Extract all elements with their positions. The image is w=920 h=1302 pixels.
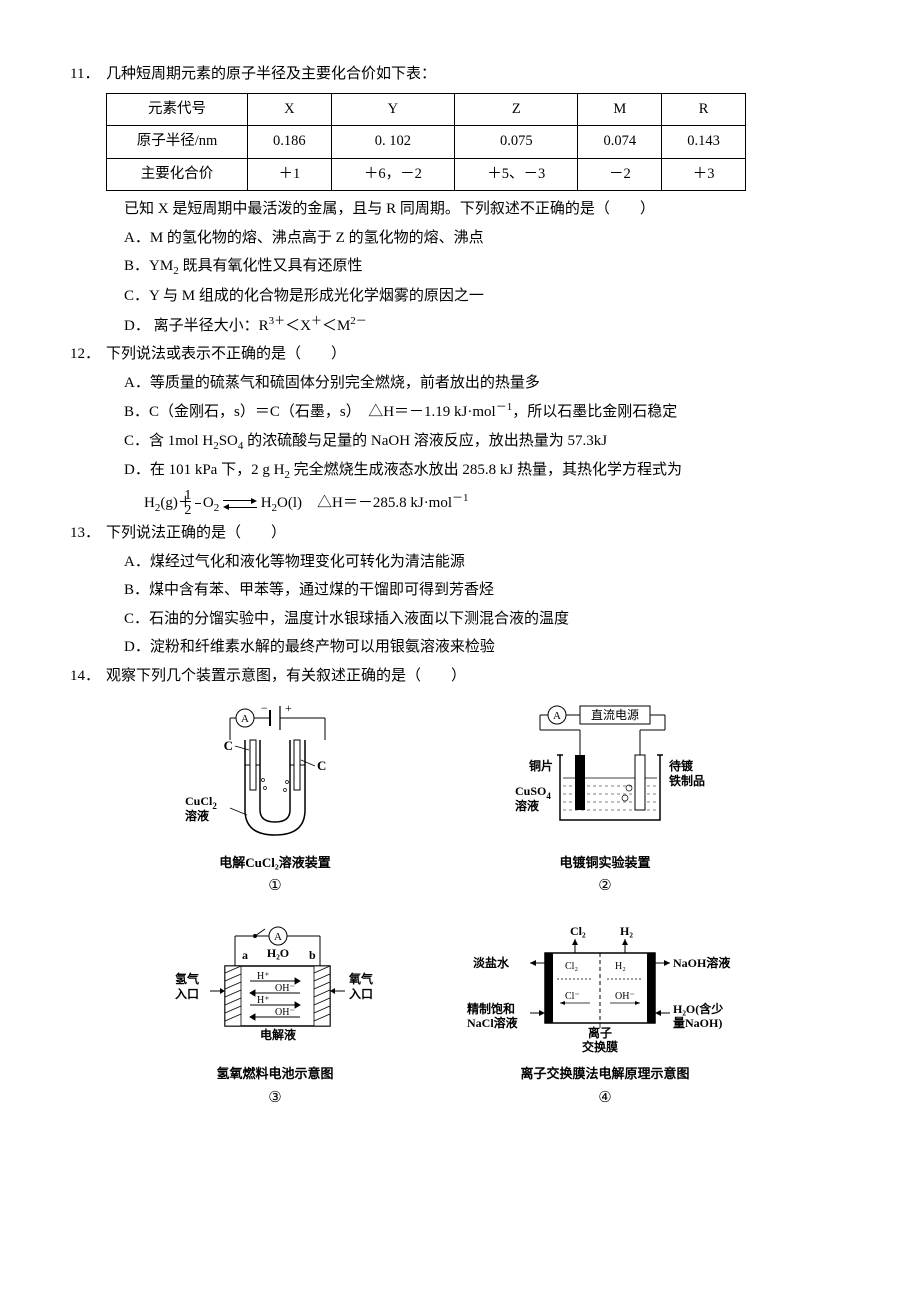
svg-text:溶液: 溶液 [185,808,209,823]
table-row: 元素代号 X Y Z M R [107,93,746,126]
option-A: A．煤经过气化和液化等物理变化可转化为清洁能源 [124,548,850,577]
option-B: B．煤中含有苯、甲苯等，通过煤的干馏即可得到芳香烃 [124,576,850,605]
svg-text:b: b [309,948,316,962]
svg-text:Cl₂: Cl₂ [570,924,586,938]
svg-text:量NaOH): 量NaOH) [673,1016,722,1030]
option-B: B．YM2 既具有氧化性又具有还原性 [124,252,850,282]
svg-text:铜片: 铜片 [529,758,553,773]
svg-text:−: − [261,701,268,715]
diagram-1: − + A C C [130,700,420,897]
svg-text:H₂O(含少: H₂O(含少 [673,1001,723,1016]
q13-stem: 下列说法正确的是（ ） [106,519,850,548]
q11-stem: 几种短周期元素的原子半径及主要化合价如下表： [106,60,850,89]
question-11: 11． 几种短周期元素的原子半径及主要化合价如下表： 元素代号 X Y Z M … [70,60,850,340]
svg-text:OH⁻: OH⁻ [275,983,295,994]
table-row: 原子半径/nm 0.186 0. 102 0.075 0.074 0.143 [107,126,746,159]
svg-text:入口: 入口 [175,987,199,1001]
option-D: D． 离子半径大小：R3＋＜X＋＜M2－ [124,311,850,341]
svg-text:C: C [224,738,233,753]
q11-stem2: 已知 X 是短周期中最活泼的金属，且与 R 同周期。下列叙述不正确的是（ ） [124,195,850,224]
fuel-cell-icon: A a b H₂O [165,921,385,1061]
q11-number: 11． [70,60,106,340]
q12-options: A．等质量的硫蒸气和硫固体分别完全燃烧，前者放出的热量多 B．C（金刚石，s）＝… [106,369,850,520]
q12-number: 12． [70,340,106,519]
diagram-4: Cl₂ H₂ Cl₂ H₂ Cl⁻ OH⁻ 淡盐水 NaOH溶液 [460,921,750,1108]
option-C: C．含 1mol H2SO4 的浓硫酸与足量的 NaOH 溶液反应，放出热量为 … [124,427,850,457]
diagram-3: A a b H₂O [130,921,420,1108]
q13-options: A．煤经过气化和液化等物理变化可转化为清洁能源 B．煤中含有苯、甲苯等，通过煤的… [106,548,850,662]
q14-diagrams: − + A C C [130,700,750,1108]
svg-text:H₂O: H₂O [267,946,289,960]
svg-text:氧气: 氧气 [348,971,373,986]
svg-text:淡盐水: 淡盐水 [473,955,510,970]
equilibrium-arrow-icon [223,499,257,509]
electrolysis-cucl2-icon: − + A C C [175,700,375,850]
option-A: A．等质量的硫蒸气和硫固体分别完全燃烧，前者放出的热量多 [124,369,850,398]
option-D: D．淀粉和纤维素水解的最终产物可以用银氨溶液来检验 [124,633,850,662]
svg-text:Cl₂: Cl₂ [565,961,578,972]
q12-stem: 下列说法或表示不正确的是（ ） [106,340,850,369]
q14-stem: 观察下列几个装置示意图，有关叙述正确的是（ ） [106,662,850,691]
svg-text:A: A [241,713,249,725]
svg-text:NaOH溶液: NaOH溶液 [673,955,730,970]
electroplating-icon: 直流电源 A [485,700,725,850]
svg-text:H⁺: H⁺ [257,971,270,982]
svg-text:交换膜: 交换膜 [582,1039,618,1054]
svg-text:+: + [285,701,292,715]
q11-options: A．M 的氢化物的熔、沸点高于 Z 的氢化物的熔、沸点 B．YM2 既具有氧化性… [106,224,850,340]
svg-text:OH⁻: OH⁻ [615,991,635,1002]
option-B: B．C（金刚石，s）＝C（石墨，s） △H＝－1.19 kJ·mol－1，所以石… [124,397,850,427]
option-D-equation: H2(g)＋12O2 H2O(l) △H＝－285.8 kJ·mol－1 [164,488,850,519]
q11-table: 元素代号 X Y Z M R 原子半径/nm 0.186 0. 102 0.07… [106,93,746,192]
option-D: D．在 101 kPa 下，2 g H2 完全燃烧生成液态水放出 285.8 k… [124,456,850,519]
table-row: 主要化合价 ＋1 ＋6，－2 ＋5、－3 －2 ＋3 [107,158,746,191]
svg-text:直流电源: 直流电源 [591,708,639,722]
ion-exchange-membrane-icon: Cl₂ H₂ Cl₂ H₂ Cl⁻ OH⁻ 淡盐水 NaOH溶液 [465,921,745,1061]
svg-text:A: A [274,931,282,943]
svg-text:氢气: 氢气 [175,971,199,986]
svg-text:C: C [317,758,326,773]
option-C: C．Y 与 M 组成的化合物是形成光化学烟雾的原因之一 [124,282,850,311]
svg-text:H⁺: H⁺ [257,995,270,1006]
svg-text:入口: 入口 [349,987,373,1001]
svg-text:精制饱和: 精制饱和 [467,1001,515,1016]
svg-text:电解液: 电解液 [260,1027,296,1042]
option-A: A．M 的氢化物的熔、沸点高于 Z 的氢化物的熔、沸点 [124,224,850,253]
question-14: 14． 观察下列几个装置示意图，有关叙述正确的是（ ） [70,662,850,691]
svg-text:a: a [242,948,248,962]
diagram-2: 直流电源 A [460,700,750,897]
svg-text:溶液: 溶液 [515,798,539,813]
svg-text:A: A [553,710,561,722]
svg-text:Cl⁻: Cl⁻ [565,991,580,1002]
q14-number: 14． [70,662,106,691]
svg-text:H₂: H₂ [615,961,626,972]
svg-text:NaCl溶液: NaCl溶液 [467,1015,518,1030]
option-C: C．石油的分馏实验中，温度计水银球插入液面以下测混合液的温度 [124,605,850,634]
q13-number: 13． [70,519,106,662]
svg-text:铁制品: 铁制品 [669,773,705,788]
question-12: 12． 下列说法或表示不正确的是（ ） A．等质量的硫蒸气和硫固体分别完全燃烧，… [70,340,850,519]
question-13: 13． 下列说法正确的是（ ） A．煤经过气化和液化等物理变化可转化为清洁能源 … [70,519,850,662]
svg-text:H₂: H₂ [620,924,633,938]
svg-text:待镀: 待镀 [669,758,694,773]
svg-text:OH⁻: OH⁻ [275,1007,295,1018]
